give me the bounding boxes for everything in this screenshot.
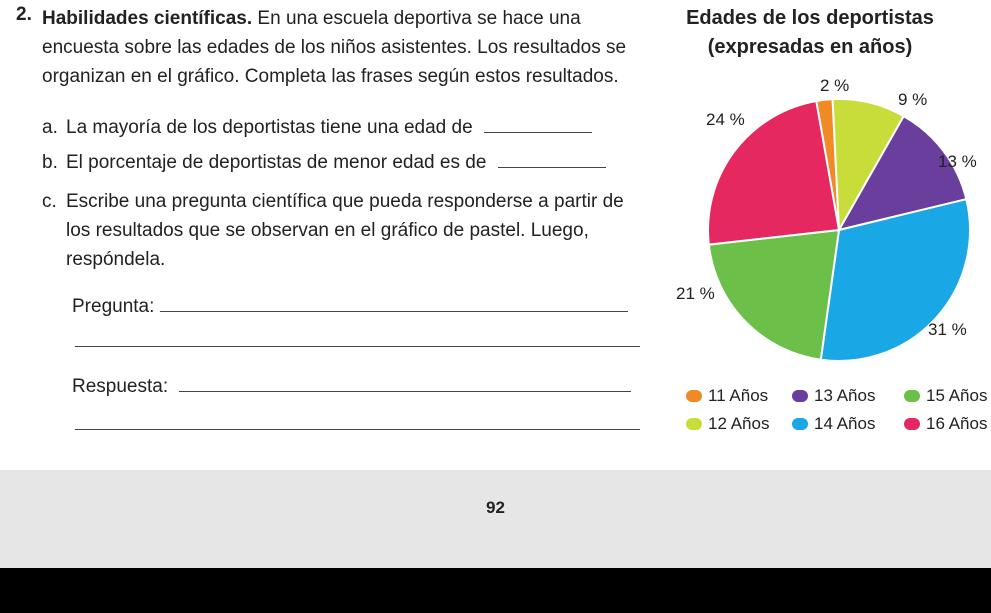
pct-label-14: 31 % bbox=[928, 320, 967, 339]
item-b-text: El porcentaje de deportistas de menor ed… bbox=[66, 152, 487, 173]
respuesta-line[interactable] bbox=[179, 375, 632, 392]
legend-15: 15 Años bbox=[904, 386, 987, 406]
legend-13: 13 Años bbox=[792, 386, 875, 406]
legend-12: 12 Años bbox=[686, 414, 769, 434]
item-c: c. Escribe una pregunta científica que p… bbox=[42, 187, 642, 274]
item-a: a. La mayoría de los deportistas tiene un… bbox=[42, 113, 592, 142]
chart-title-block: Edades de los deportistas (expresadas en… bbox=[650, 4, 970, 62]
legend-swatch-15 bbox=[904, 390, 920, 402]
legend-16: 16 Años bbox=[904, 414, 987, 434]
page-number: 92 bbox=[486, 498, 505, 517]
pie-chart bbox=[707, 98, 971, 362]
legend-label-14: 14 Años bbox=[814, 414, 876, 433]
pie-slice-13 bbox=[836, 114, 968, 232]
worksheet-page: 2. Habilidades científicas. En una escue… bbox=[16, 4, 988, 434]
pregunta-row: Pregunta: bbox=[72, 292, 628, 321]
chart-subtitle: (expresadas en años) bbox=[707, 36, 913, 58]
legend-label-12: 12 Años bbox=[708, 414, 770, 433]
pie-slice-15 bbox=[707, 228, 841, 361]
legend-swatch-16 bbox=[904, 418, 920, 430]
legend-swatch-12 bbox=[686, 418, 702, 430]
chart-title: Edades de los deportistas bbox=[686, 7, 934, 29]
pregunta-label: Pregunta: bbox=[72, 296, 155, 317]
answer-line-b[interactable] bbox=[497, 151, 606, 168]
item-c-text: Escribe una pregunta científica que pued… bbox=[66, 191, 624, 270]
legend-label-15: 15 Años bbox=[926, 386, 988, 405]
pct-label-11: 2 % bbox=[820, 76, 850, 95]
black-bar bbox=[0, 568, 991, 613]
pct-label-12: 9 % bbox=[898, 90, 928, 109]
respuesta-label: Respuesta: bbox=[72, 376, 169, 397]
pct-label-16: 24 % bbox=[706, 110, 745, 129]
pct-label-13: 13 % bbox=[938, 152, 977, 171]
legend-swatch-14 bbox=[792, 418, 808, 430]
pregunta-line[interactable] bbox=[159, 295, 628, 312]
item-c-letter: c. bbox=[42, 191, 57, 212]
respuesta-line-2[interactable] bbox=[75, 413, 640, 430]
legend-swatch-11 bbox=[686, 390, 702, 402]
item-a-text: La mayoría de los deportistas tiene una … bbox=[66, 117, 473, 138]
question-text: En una escuela deportiva se hace una enc… bbox=[42, 8, 627, 87]
question-number: 2. bbox=[16, 4, 32, 25]
pregunta-line-2[interactable] bbox=[75, 330, 640, 347]
pct-label-15: 21 % bbox=[676, 284, 715, 303]
legend-14: 14 Años bbox=[792, 414, 875, 434]
answer-line-a[interactable] bbox=[483, 116, 592, 133]
question-title: Habilidades científicas. bbox=[42, 8, 253, 29]
legend-label-11: 11 Años bbox=[708, 386, 769, 405]
respuesta-row: Respuesta: bbox=[72, 372, 632, 401]
item-a-letter: a. bbox=[42, 117, 58, 138]
legend-11: 11 Años bbox=[686, 386, 768, 406]
legend-swatch-13 bbox=[792, 390, 808, 402]
pie-slice-14 bbox=[819, 197, 971, 362]
item-b-letter: b. bbox=[42, 152, 58, 173]
page-footer bbox=[0, 470, 991, 568]
item-b: b. El porcentaje de deportistas de menor … bbox=[42, 148, 606, 177]
pie-slice-16 bbox=[707, 99, 841, 246]
question-intro: Habilidades científicas. En una escuela … bbox=[42, 4, 654, 91]
legend-label-16: 16 Años bbox=[926, 414, 988, 433]
legend-label-13: 13 Años bbox=[814, 386, 876, 405]
